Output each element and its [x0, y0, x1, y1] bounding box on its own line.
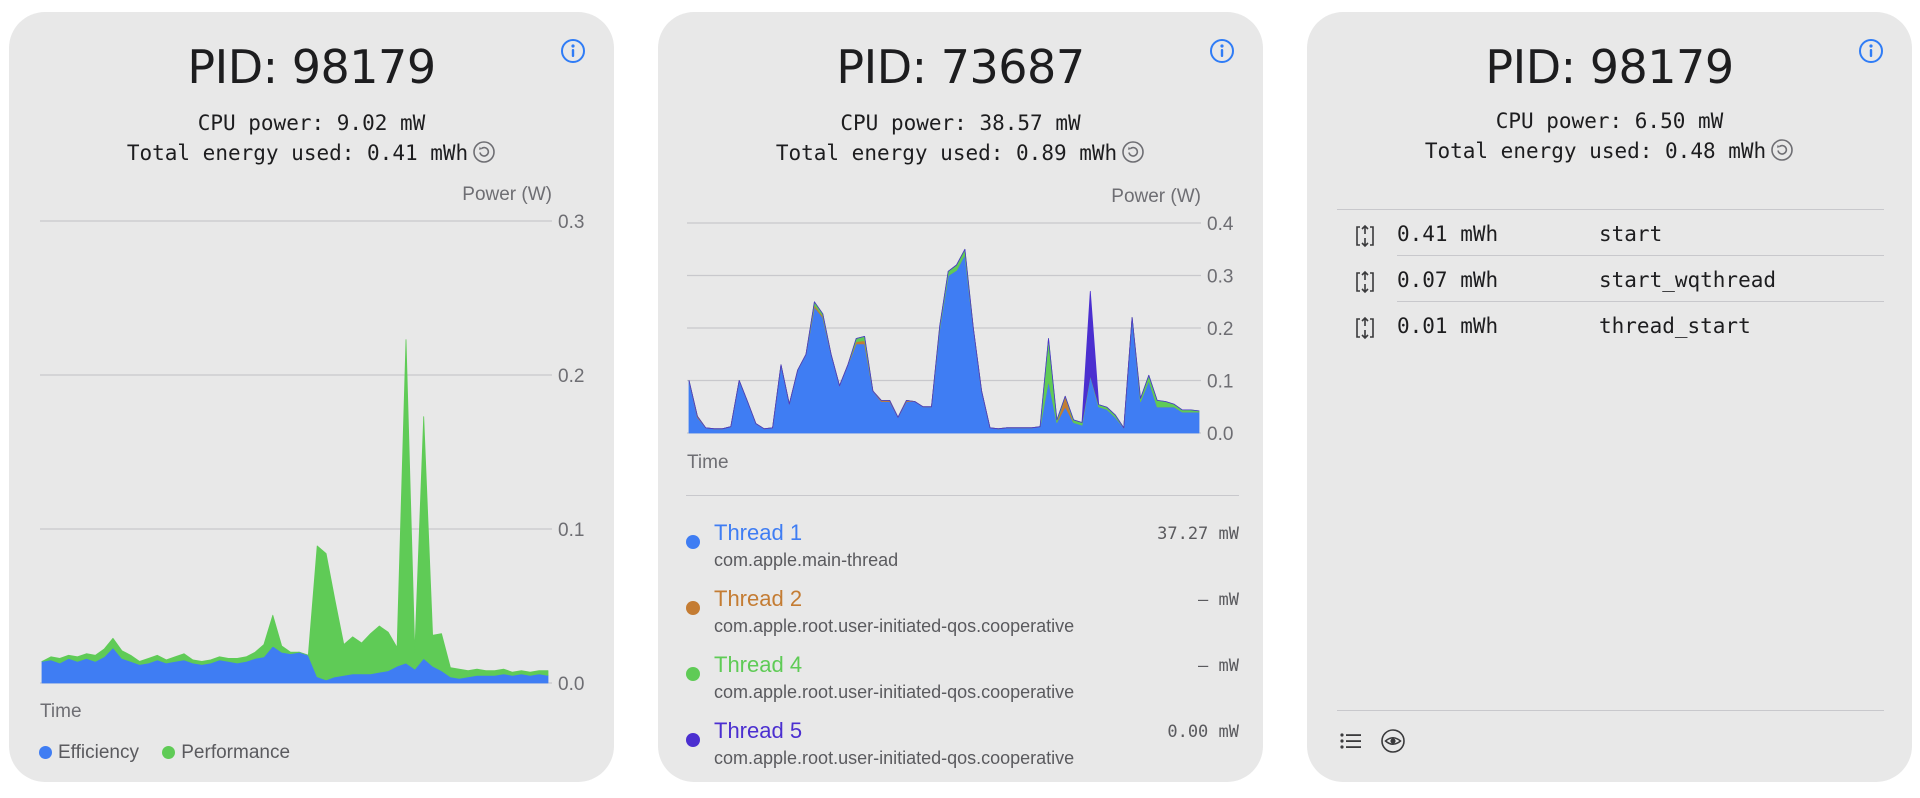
legend-label: Efficiency — [58, 742, 139, 763]
process-card-2: PID: 73687 CPU power: 38.57 mW Total ene… — [658, 12, 1263, 782]
function-row[interactable]: 0.41 mWh start — [1351, 212, 1884, 257]
divider — [1337, 209, 1884, 210]
expand-vertical-icon[interactable] — [1351, 268, 1379, 296]
function-energy: 0.41 mWh — [1397, 222, 1499, 246]
thread-color-dot — [686, 733, 700, 747]
cpu-power: CPU power: 6.50 mW — [1495, 109, 1724, 133]
thread-power: 37.27 mW — [1157, 524, 1239, 544]
thread-name: Thread 2 — [714, 586, 803, 611]
total-energy-value: Total energy used: 0.41 mWh — [126, 141, 469, 165]
y-tick-label: 0.1 — [558, 520, 584, 541]
thread-power: – mW — [1198, 656, 1239, 676]
y-tick-label: 0.3 — [1207, 267, 1233, 288]
legend-efficiency: Efficiency — [39, 742, 139, 763]
thread-queue: com.apple.root.user-initiated-qos.cooper… — [714, 748, 1075, 768]
info-icon[interactable] — [1209, 38, 1235, 64]
thread-power: – mW — [1198, 590, 1239, 610]
cpu-power: CPU power: 38.57 mW — [840, 111, 1081, 135]
legend-dot-performance — [162, 746, 176, 759]
divider — [1397, 301, 1884, 302]
y-tick-label: 0.1 — [1207, 372, 1233, 393]
function-name: start_wqthread — [1599, 268, 1777, 292]
function-row[interactable]: 0.07 mWh start_wqthread — [1351, 258, 1884, 303]
x-axis-label: Time — [40, 701, 82, 722]
expand-vertical-icon[interactable] — [1351, 222, 1379, 250]
thread-name: Thread 4 — [714, 652, 803, 677]
y-axis-label: Power (W) — [1111, 186, 1201, 207]
area-series-thread-5 — [688, 248, 1200, 430]
divider — [686, 495, 1239, 496]
function-energy: 0.07 mWh — [1397, 268, 1499, 292]
y-tick-label: 0.2 — [1207, 319, 1233, 340]
thread-color-dot — [686, 667, 700, 681]
total-energy-value: Total energy used: 0.48 mWh — [1424, 139, 1767, 163]
power-chart: Power (W) 0.3 0.2 0.1 0.0 Time — [40, 184, 584, 722]
thread-name: Thread 5 — [714, 718, 803, 743]
y-tick-label: 0.2 — [558, 366, 584, 387]
thread-color-dot — [686, 601, 700, 615]
process-card-3: PID: 98179 CPU power: 6.50 mW Total ener… — [1307, 12, 1912, 782]
function-row[interactable]: 0.01 mWh thread_start — [1351, 304, 1884, 349]
eye-icon[interactable] — [1379, 727, 1407, 755]
function-name: thread_start — [1599, 314, 1751, 338]
list-icon[interactable] — [1337, 727, 1365, 755]
y-axis-label: Power (W) — [462, 184, 552, 205]
x-axis-label: Time — [687, 452, 729, 473]
thread-queue: com.apple.root.user-initiated-qos.cooper… — [714, 616, 1075, 636]
thread-name: Thread 1 — [714, 520, 803, 545]
cpu-power: CPU power: 9.02 mW — [197, 111, 426, 135]
legend-label: Performance — [181, 742, 291, 763]
total-energy: Total energy used: 0.41 mWh — [9, 140, 614, 165]
thread-color-dot — [686, 535, 700, 549]
thread-power: 0.00 mW — [1167, 722, 1239, 742]
thread-queue: com.apple.main-thread — [714, 550, 899, 570]
area-series-performance — [41, 339, 549, 681]
pid-title: PID: 73687 — [836, 40, 1085, 94]
divider — [1397, 255, 1884, 256]
y-tick-label: 0.3 — [558, 212, 584, 233]
area-series-thread-1 — [688, 254, 1200, 434]
reset-icon[interactable] — [1770, 138, 1794, 162]
y-tick-label: 0.0 — [558, 674, 584, 695]
total-energy: Total energy used: 0.48 mWh — [1307, 138, 1912, 163]
legend-dot-efficiency — [39, 746, 52, 759]
thread-queue: com.apple.root.user-initiated-qos.cooper… — [714, 682, 1075, 702]
info-icon[interactable] — [560, 38, 586, 64]
total-energy: Total energy used: 0.89 mWh — [658, 140, 1263, 165]
function-name: start — [1599, 222, 1663, 246]
function-energy: 0.01 mWh — [1397, 314, 1499, 338]
reset-icon[interactable] — [1121, 140, 1145, 164]
y-tick-label: 0.4 — [1207, 214, 1234, 235]
expand-vertical-icon[interactable] — [1351, 314, 1379, 342]
chart-legend: Efficiency Performance — [39, 742, 308, 764]
pid-title: PID: 98179 — [187, 40, 436, 94]
info-icon[interactable] — [1858, 38, 1884, 64]
reset-icon[interactable] — [472, 140, 496, 164]
process-card-1: PID: 98179 CPU power: 9.02 mW Total ener… — [9, 12, 614, 782]
legend-performance: Performance — [162, 742, 290, 763]
thread-power-chart: Power (W) 0.4 0.3 0.2 0.1 0.0 Time — [687, 186, 1234, 473]
total-energy-value: Total energy used: 0.89 mWh — [775, 141, 1118, 165]
divider — [1337, 710, 1884, 711]
pid-title: PID: 98179 — [1485, 40, 1734, 94]
y-tick-label: 0.0 — [1207, 424, 1233, 445]
